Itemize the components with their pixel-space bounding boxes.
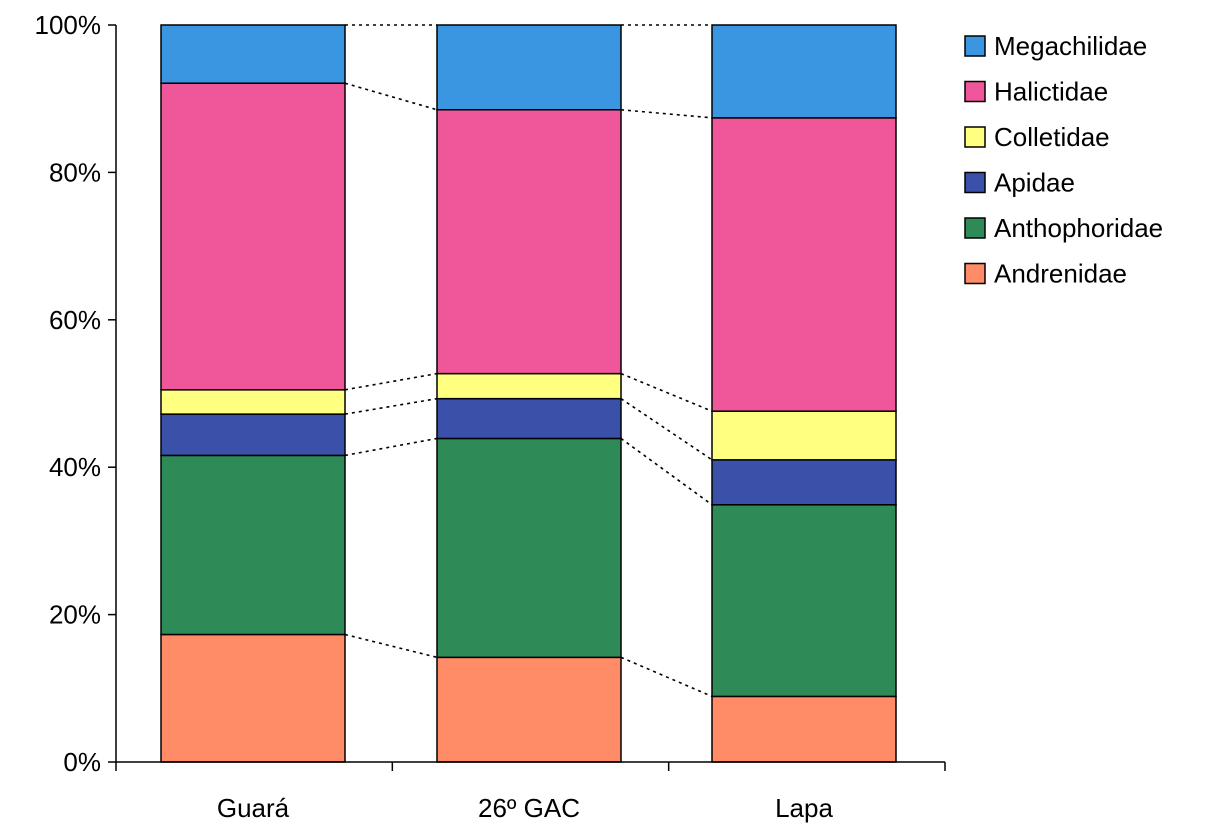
legend-swatch-apidae [964, 171, 986, 194]
series-line-colletidae-1 [344, 372, 438, 391]
legend-label-andrenidae: Andrenidae [994, 259, 1127, 289]
series-line-halictidae-1 [344, 82, 438, 111]
y-tick-label: 0% [63, 747, 101, 777]
bar-segment-apidae-lapa [711, 459, 897, 506]
bar-segment-halictidae-lapa [711, 117, 897, 412]
series-line-andrenidae-2 [620, 656, 713, 698]
y-tick-label: 100% [35, 10, 102, 40]
x-tick-label-guar: Guará [217, 793, 290, 823]
axes-group: 0% 20% 40% 60% 80% 100% Guará 26º GAC Lapa [35, 10, 946, 823]
bar-segment-halictidae-26-gac [436, 109, 622, 375]
y-tick-label: 40% [49, 452, 101, 482]
bar-segment-anthophoridae-lapa [711, 504, 897, 698]
legend-label-megachilidae: Megachilidae [994, 31, 1147, 61]
bar-segment-andrenidae-guar [160, 633, 346, 763]
series-line-apidae-1 [344, 397, 438, 415]
legend-label-apidae: Apidae [994, 168, 1075, 198]
legend-label-anthophoridae: Anthophoridae [994, 213, 1163, 243]
legend-label-halictidae: Halictidae [994, 77, 1108, 107]
legend-swatch-megachilidae [964, 35, 986, 57]
series-line-apidae-2 [620, 397, 713, 461]
y-tick-label: 80% [49, 157, 101, 187]
series-line-andrenidae-1 [344, 633, 438, 659]
legend-swatch-colletidae [964, 126, 986, 148]
bar-segment-andrenidae-26-gac [436, 656, 622, 763]
series-line-anthophoridae-2 [620, 437, 713, 506]
bar-segment-halictidae-guar [160, 82, 346, 391]
legend: Megachilidae Halictidae Colletidae Apidae An… [964, 31, 1163, 289]
bar-segment-apidae-guar [160, 413, 346, 457]
x-tick-label-26-gac: 26º GAC [478, 793, 580, 823]
y-tick-label: 60% [49, 305, 101, 335]
bars-group [160, 24, 897, 763]
bar-segment-colletidae-guar [160, 389, 346, 415]
bar-segment-colletidae-26-gac [436, 372, 622, 400]
series-line-halictidae-2 [620, 108, 713, 119]
series-lines-group [344, 24, 713, 698]
legend-swatch-andrenidae [964, 262, 986, 285]
y-tick-label: 20% [49, 600, 101, 630]
bar-segment-andrenidae-lapa [711, 695, 897, 763]
bar-segment-anthophoridae-guar [160, 454, 346, 636]
bar-segment-megachilidae-26-gac [436, 24, 622, 111]
series-line-colletidae-2 [620, 372, 713, 412]
bar-segment-megachilidae-guar [160, 24, 346, 84]
legend-swatch-halictidae [964, 80, 986, 103]
bar-segment-apidae-26-gac [436, 397, 622, 440]
bar-segment-megachilidae-lapa [711, 24, 897, 119]
x-tick-label-lapa: Lapa [775, 793, 833, 823]
series-line-anthophoridae-1 [344, 437, 438, 457]
legend-label-colletidae: Colletidae [994, 122, 1110, 152]
bar-segment-anthophoridae-26-gac [436, 437, 622, 659]
bar-segment-colletidae-lapa [711, 410, 897, 461]
legend-swatch-anthophoridae [964, 217, 986, 239]
